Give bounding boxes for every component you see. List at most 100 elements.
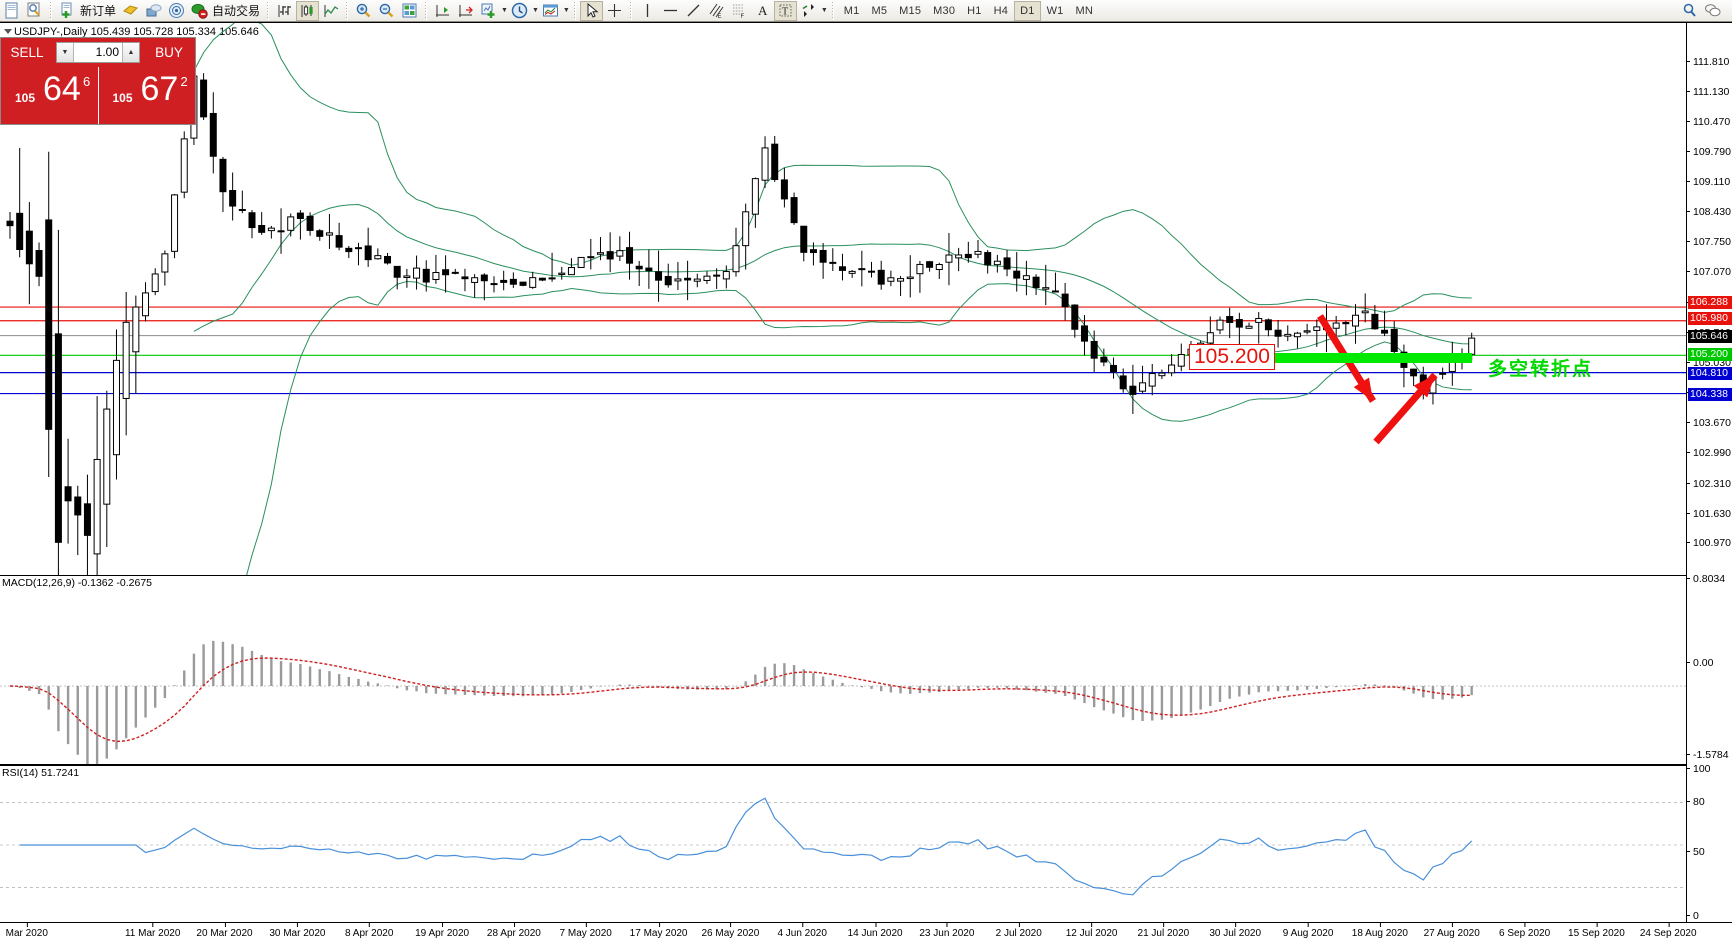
price-tick: 108.430 [1687, 207, 1731, 217]
toolbar-separator [425, 1, 428, 20]
timeframe-mn-button[interactable]: MN [1075, 4, 1093, 17]
support-zone-band [1272, 353, 1472, 363]
price-tick: 100.970 [1687, 538, 1731, 548]
buy-button[interactable]: BUY [155, 45, 183, 60]
time-axis[interactable]: Mar 2020 11 Mar 2020 20 Mar 2020 30 Mar 202… [0, 922, 1732, 944]
timeframe-m5-button[interactable]: M5 [871, 4, 888, 17]
toolbar-separator [267, 1, 270, 20]
cursor-tool-icon[interactable] [579, 0, 603, 21]
buy-price-prefix: 105 [112, 91, 133, 105]
tile-windows-icon[interactable] [398, 1, 421, 21]
new-chart-icon[interactable] [0, 1, 23, 21]
search-icon[interactable] [1678, 1, 1701, 21]
time-axis-label: 4 Jun 2020 [777, 923, 827, 939]
arrows-tool-icon[interactable] [797, 1, 820, 21]
volume-input[interactable]: 1.00 [95, 45, 119, 59]
zoom-in-icon[interactable] [352, 1, 375, 21]
timeframe-h1-button[interactable]: H1 [967, 4, 982, 17]
chat-icon[interactable] [1701, 1, 1724, 21]
one-click-trading-panel[interactable]: SELL ▼ 1.00 ▲ BUY 105 64 6 105 67 2 [0, 37, 196, 125]
time-axis-label: 26 May 2020 [701, 923, 760, 939]
price-tick: 107.070 [1687, 267, 1731, 278]
auto-scroll-icon[interactable] [454, 1, 477, 21]
auto-trading-label[interactable]: 自动交易 [212, 4, 261, 18]
chevron-down-icon[interactable]: ▼ [820, 7, 828, 14]
volume-increase-icon[interactable]: ▲ [122, 43, 139, 62]
timeframe-d1-button[interactable]: D1 [1014, 0, 1041, 21]
auto-trading-icon[interactable] [188, 1, 211, 21]
price-level-label[interactable]: 104.810 [1688, 367, 1732, 380]
price-tick: 102.310 [1687, 478, 1731, 489]
macd-pane[interactable]: MACD(12,26,9) -0.1362 -0.2675 [0, 575, 1686, 765]
price-tick: 102.990 [1687, 448, 1731, 459]
time-axis-label: 23 Jun 2020 [919, 923, 975, 939]
templates-icon[interactable] [539, 1, 562, 21]
bar-chart-icon[interactable] [273, 1, 296, 21]
volume-stepper[interactable]: ▼ 1.00 ▲ [56, 42, 140, 63]
crosshair-tool-icon[interactable] [603, 1, 626, 21]
toolbar-separator [50, 1, 52, 20]
line-chart-icon[interactable] [319, 1, 342, 21]
chart-container[interactable]: USDJPY-,Daily 105.439 105.728 105.334 10… [0, 22, 1732, 944]
price-level-label[interactable]: 105.980 [1688, 312, 1732, 325]
period-clock-icon[interactable] [508, 1, 531, 21]
rsi-axis-tick: 0 [1687, 911, 1699, 921]
timeframe-h4-button[interactable]: H4 [993, 4, 1009, 17]
time-axis-label: 15 Sep 2020 [1568, 923, 1625, 939]
text-tool-icon[interactable]: A [751, 1, 774, 21]
chinese-annotation-label: 多空转折点 [1488, 358, 1594, 380]
zoom-out-icon[interactable] [375, 1, 398, 21]
chevron-down-icon[interactable]: ▼ [562, 7, 570, 14]
chevron-down-icon[interactable]: ▼ [531, 7, 539, 14]
price-level-label[interactable]: 105.646 [1688, 330, 1732, 343]
chart-shift-icon[interactable] [431, 1, 454, 21]
toolbar-separator [831, 1, 834, 20]
price-pane[interactable] [0, 23, 1686, 575]
timeframe-w1-button[interactable]: W1 [1046, 4, 1064, 17]
chevron-down-icon[interactable]: ▼ [501, 7, 508, 14]
navigator-icon[interactable] [165, 1, 188, 21]
buy-price-point: 2 [180, 74, 188, 89]
data-center-icon[interactable] [142, 1, 165, 21]
price-axis[interactable]: 111.810 111.130 110.470 109.790 109.110 108.4… [1686, 23, 1732, 923]
timeframe-m1-button[interactable]: M1 [843, 4, 860, 17]
timeframe-group: M1 M5 M15 M30 H1 H4 D1 W1 MN [838, 0, 1099, 21]
rsi-chart-svg [0, 797, 1686, 896]
expert-advisors-icon[interactable] [119, 1, 142, 21]
sell-button[interactable]: SELL [10, 45, 44, 60]
trendline-tool-icon[interactable] [682, 1, 705, 21]
price-level-label[interactable]: 105.200 [1688, 348, 1732, 361]
horizontal-line-tool-icon[interactable] [659, 1, 682, 21]
time-axis-label: 8 Apr 2020 [345, 923, 394, 939]
time-axis-label: 17 May 2020 [629, 923, 688, 939]
vertical-line-tool-icon[interactable] [636, 1, 659, 21]
time-axis-label: 6 Sep 2020 [1499, 923, 1551, 939]
new-order-icon[interactable] [56, 1, 79, 21]
buy-quote[interactable]: 105 67 2 [97, 67, 196, 124]
time-axis-label: Mar 2020 [5, 923, 48, 939]
price-level-label[interactable]: 106.288 [1688, 296, 1732, 309]
svg-text:E: E [717, 14, 721, 19]
timeframe-m15-button[interactable]: M15 [899, 4, 922, 17]
timeframe-m30-button[interactable]: M30 [933, 4, 956, 17]
svg-text:A: A [758, 3, 768, 18]
add-indicator-icon[interactable] [477, 1, 500, 21]
macd-label: MACD(12,26,9) -0.1362 -0.2675 [2, 577, 152, 589]
equidistant-channel-tool-icon[interactable]: E [705, 1, 728, 21]
candlestick-chart-icon[interactable] [296, 0, 320, 21]
time-axis-label: 28 Apr 2020 [486, 923, 541, 939]
price-level-label[interactable]: 104.338 [1688, 388, 1732, 401]
volume-decrease-icon[interactable]: ▼ [57, 43, 74, 62]
fibonacci-tool-icon[interactable]: F [728, 1, 751, 21]
price-level-annotation[interactable]: 105.200 [1189, 344, 1275, 370]
svg-text:F: F [740, 14, 744, 19]
macd-axis-tick: -1.5784 [1687, 750, 1729, 760]
rsi-pane[interactable]: RSI(14) 51.7241 [0, 765, 1686, 923]
time-axis-label: 12 Jul 2020 [1065, 923, 1118, 939]
search-symbol-icon[interactable] [23, 1, 46, 21]
sell-quote[interactable]: 105 64 6 [1, 67, 98, 124]
new-order-label[interactable]: 新订单 [80, 4, 117, 18]
trend-arrow-annotation[interactable] [1373, 372, 1438, 445]
text-label-tool-icon[interactable]: T [773, 0, 797, 21]
toolbar-separator [629, 1, 632, 20]
